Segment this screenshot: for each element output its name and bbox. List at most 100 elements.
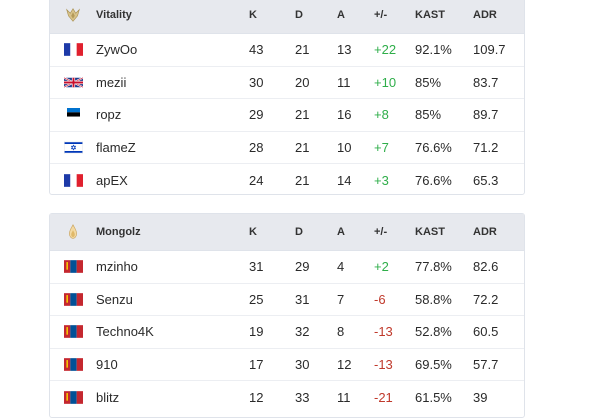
stat-assists: 4 [337,259,345,275]
column-header-kast[interactable]: KAST [415,9,445,21]
stat-adr: 83.7 [473,74,499,90]
mongolia-flag-icon [63,292,83,306]
stat-kills: 19 [249,324,264,340]
player-name[interactable]: apEX [96,172,128,188]
stat-assists: 8 [337,324,345,340]
team-name[interactable]: Mongolz [96,226,141,238]
player-name[interactable]: mezii [96,74,127,90]
stat-kills: 17 [249,356,264,372]
player-row: Senzu 25 31 7 -6 58.8% 72.2 [50,284,524,316]
player-name[interactable]: flameZ [96,139,136,155]
stat-adr: 89.7 [473,107,499,123]
stat-kast: 85% [415,107,442,123]
column-header-d[interactable]: D [295,226,303,238]
stat-adr: 72.2 [473,291,499,307]
stat-plus-minus: -6 [374,291,386,307]
stat-adr: 39 [473,389,488,405]
scoreboard-vitality: Vitality K D A +/- KAST ADR ZywOo 43 21 … [49,0,525,195]
stat-deaths: 21 [295,172,310,188]
stat-kills: 43 [249,42,264,58]
stat-assists: 11 [337,389,351,405]
stat-kast: 76.6% [415,139,452,155]
mongolia-flag-icon [63,260,83,274]
stat-adr: 60.5 [473,324,499,340]
player-name[interactable]: Techno4K [96,324,154,340]
stat-adr: 71.2 [473,139,499,155]
player-name[interactable]: ropz [96,107,122,123]
player-row: apEX 24 21 14 +3 76.6% 65.3 [50,164,524,197]
france-flag-icon [63,43,83,57]
player-name[interactable]: Senzu [96,291,133,307]
israel-flag-icon [63,140,83,154]
column-header-plus-minus[interactable]: +/- [374,9,388,21]
scoreboard-mongolz: Mongolz K D A +/- KAST ADR mzinho 31 29 … [49,213,525,418]
stat-deaths: 20 [295,74,310,90]
france-flag-icon [63,173,83,187]
stat-kast: 61.5% [415,389,452,405]
stat-kills: 24 [249,172,264,188]
player-row: ropz 29 21 16 +8 85% 89.7 [50,99,524,132]
stat-kills: 30 [249,74,264,90]
stat-plus-minus: -13 [374,356,393,372]
team-name[interactable]: Vitality [96,9,132,21]
scoreboard-header: Mongolz K D A +/- KAST ADR [50,214,524,251]
player-name[interactable]: blitz [96,389,120,405]
stat-plus-minus: -13 [374,324,393,340]
uk-flag-icon [63,76,83,88]
column-header-a[interactable]: A [337,226,345,238]
player-row: 910 17 30 12 -13 69.5% 57.7 [50,349,524,381]
estonia-flag-icon [66,108,80,122]
stat-deaths: 33 [295,389,310,405]
stat-plus-minus: +8 [374,107,389,123]
team-logo [50,223,96,241]
stat-assists: 11 [337,74,351,90]
column-header-plus-minus[interactable]: +/- [374,226,388,238]
stat-assists: 14 [337,172,352,188]
stat-kast: 69.5% [415,356,452,372]
stat-deaths: 21 [295,139,310,155]
player-name[interactable]: mzinho [96,259,138,275]
stat-assists: 12 [337,356,352,372]
stat-kast: 92.1% [415,42,452,58]
stat-deaths: 21 [295,107,310,123]
player-name[interactable]: ZywOo [96,42,138,58]
player-name[interactable]: 910 [96,356,118,372]
stat-deaths: 31 [295,291,310,307]
stat-plus-minus: -21 [374,389,393,405]
stat-kast: 77.8% [415,259,452,275]
player-row: ZywOo 43 21 13 +22 92.1% 109.7 [50,34,524,67]
mongolz-flame-icon [69,224,77,239]
stat-adr: 65.3 [473,172,499,188]
column-header-adr[interactable]: ADR [473,226,497,238]
stat-deaths: 21 [295,42,310,58]
stat-adr: 82.6 [473,259,499,275]
stat-kast: 52.8% [415,324,452,340]
stat-kast: 85% [415,74,442,90]
column-header-k[interactable]: K [249,9,257,21]
mongolia-flag-icon [63,325,83,339]
player-row: mzinho 31 29 4 +2 77.8% 82.6 [50,251,524,284]
scoreboard-header: Vitality K D A +/- KAST ADR [50,0,524,34]
mongolia-flag-icon [63,390,83,404]
stat-deaths: 32 [295,324,310,340]
player-row: blitz 12 33 11 -21 61.5% 39 [50,381,524,414]
column-header-a[interactable]: A [337,9,345,21]
column-header-kast[interactable]: KAST [415,226,445,238]
stat-deaths: 29 [295,259,310,275]
player-row: Techno4K 19 32 8 -13 52.8% 60.5 [50,316,524,349]
stat-kills: 25 [249,291,264,307]
stat-deaths: 30 [295,356,310,372]
stat-kills: 12 [249,389,264,405]
stat-assists: 10 [337,139,352,155]
stat-assists: 13 [337,42,352,58]
team-logo [50,6,96,24]
column-header-k[interactable]: K [249,226,257,238]
stat-assists: 7 [337,291,345,307]
column-header-adr[interactable]: ADR [473,9,497,21]
stat-adr: 109.7 [473,42,506,58]
stat-kast: 58.8% [415,291,452,307]
mongolia-flag-icon [63,357,83,371]
player-row: flameZ 28 21 10 +7 76.6% 71.2 [50,132,524,164]
stat-kills: 28 [249,139,264,155]
column-header-d[interactable]: D [295,9,303,21]
